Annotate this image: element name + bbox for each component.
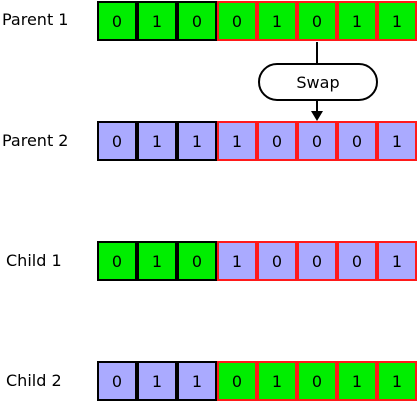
- row-label-parent-2: Parent 2: [2, 131, 69, 150]
- gene-cell: 0: [337, 121, 377, 161]
- swap-arrow-head: [311, 111, 323, 121]
- gene-cell: 0: [177, 1, 217, 41]
- swap-label: Swap: [258, 63, 378, 101]
- gene-cell: 0: [97, 121, 137, 161]
- gene-cell: 1: [177, 361, 217, 401]
- gene-cell: 0: [97, 241, 137, 281]
- gene-cell: 1: [137, 1, 177, 41]
- gene-cell: 1: [377, 121, 417, 161]
- gene-cell: 1: [257, 1, 297, 41]
- row-label-child-2: Child 2: [6, 371, 62, 390]
- row-label-parent-1: Parent 1: [2, 10, 69, 29]
- row-label-child-1: Child 1: [6, 251, 62, 270]
- gene-cell: 0: [257, 121, 297, 161]
- gene-cell: 0: [297, 1, 337, 41]
